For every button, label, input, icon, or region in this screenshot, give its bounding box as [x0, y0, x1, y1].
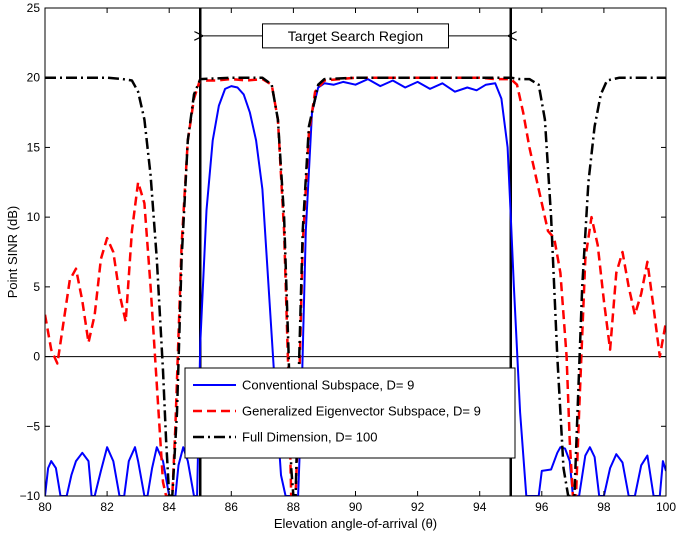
- x-tick-label: 84: [163, 500, 177, 514]
- x-tick-label: 94: [473, 500, 487, 514]
- y-tick-label: 0: [33, 350, 40, 364]
- x-tick-label: 98: [597, 500, 611, 514]
- legend-label-conventional: Conventional Subspace, D= 9: [242, 378, 414, 393]
- y-axis-label: Point SINR (dB): [5, 206, 20, 298]
- annotation-box: [262, 23, 449, 49]
- legend-label-generalized-eigenvector: Generalized Eigenvector Subspace, D= 9: [242, 404, 481, 419]
- legend-label-full-dimension: Full Dimension, D= 100: [242, 430, 377, 445]
- x-tick-label: 90: [349, 500, 363, 514]
- x-tick-label: 96: [535, 500, 549, 514]
- x-tick-label: 92: [411, 500, 425, 514]
- y-tick-label: 15: [27, 140, 41, 154]
- series-line-2: [45, 76, 666, 496]
- y-tick-label: 20: [27, 71, 41, 85]
- legend-box: [184, 367, 516, 459]
- target-search-region-annotation: Target Search Region: [202, 23, 509, 49]
- y-tick-label: 5: [33, 280, 40, 294]
- x-axis-label: Elevation angle-of-arrival (θ): [274, 516, 437, 531]
- legend: Conventional Subspace, D= 9 Generalized …: [184, 367, 516, 459]
- axis-ticks: 80 82 84 86 88 90 92 94 96 98 100 −10 −5 0 5 10 15 20 25: [20, 1, 677, 514]
- x-tick-label: 86: [225, 500, 239, 514]
- series-layer: [45, 76, 666, 496]
- x-tick-label: 80: [38, 500, 52, 514]
- y-tick-label: −10: [20, 489, 41, 503]
- x-tick-label: 100: [656, 500, 676, 514]
- y-tick-label: 10: [27, 210, 41, 224]
- annotation-text: Target Search Region: [288, 28, 423, 44]
- y-tick-label: 25: [27, 1, 41, 15]
- y-tick-label: −5: [26, 419, 40, 433]
- x-tick-label: 82: [100, 500, 114, 514]
- x-tick-label: 88: [287, 500, 301, 514]
